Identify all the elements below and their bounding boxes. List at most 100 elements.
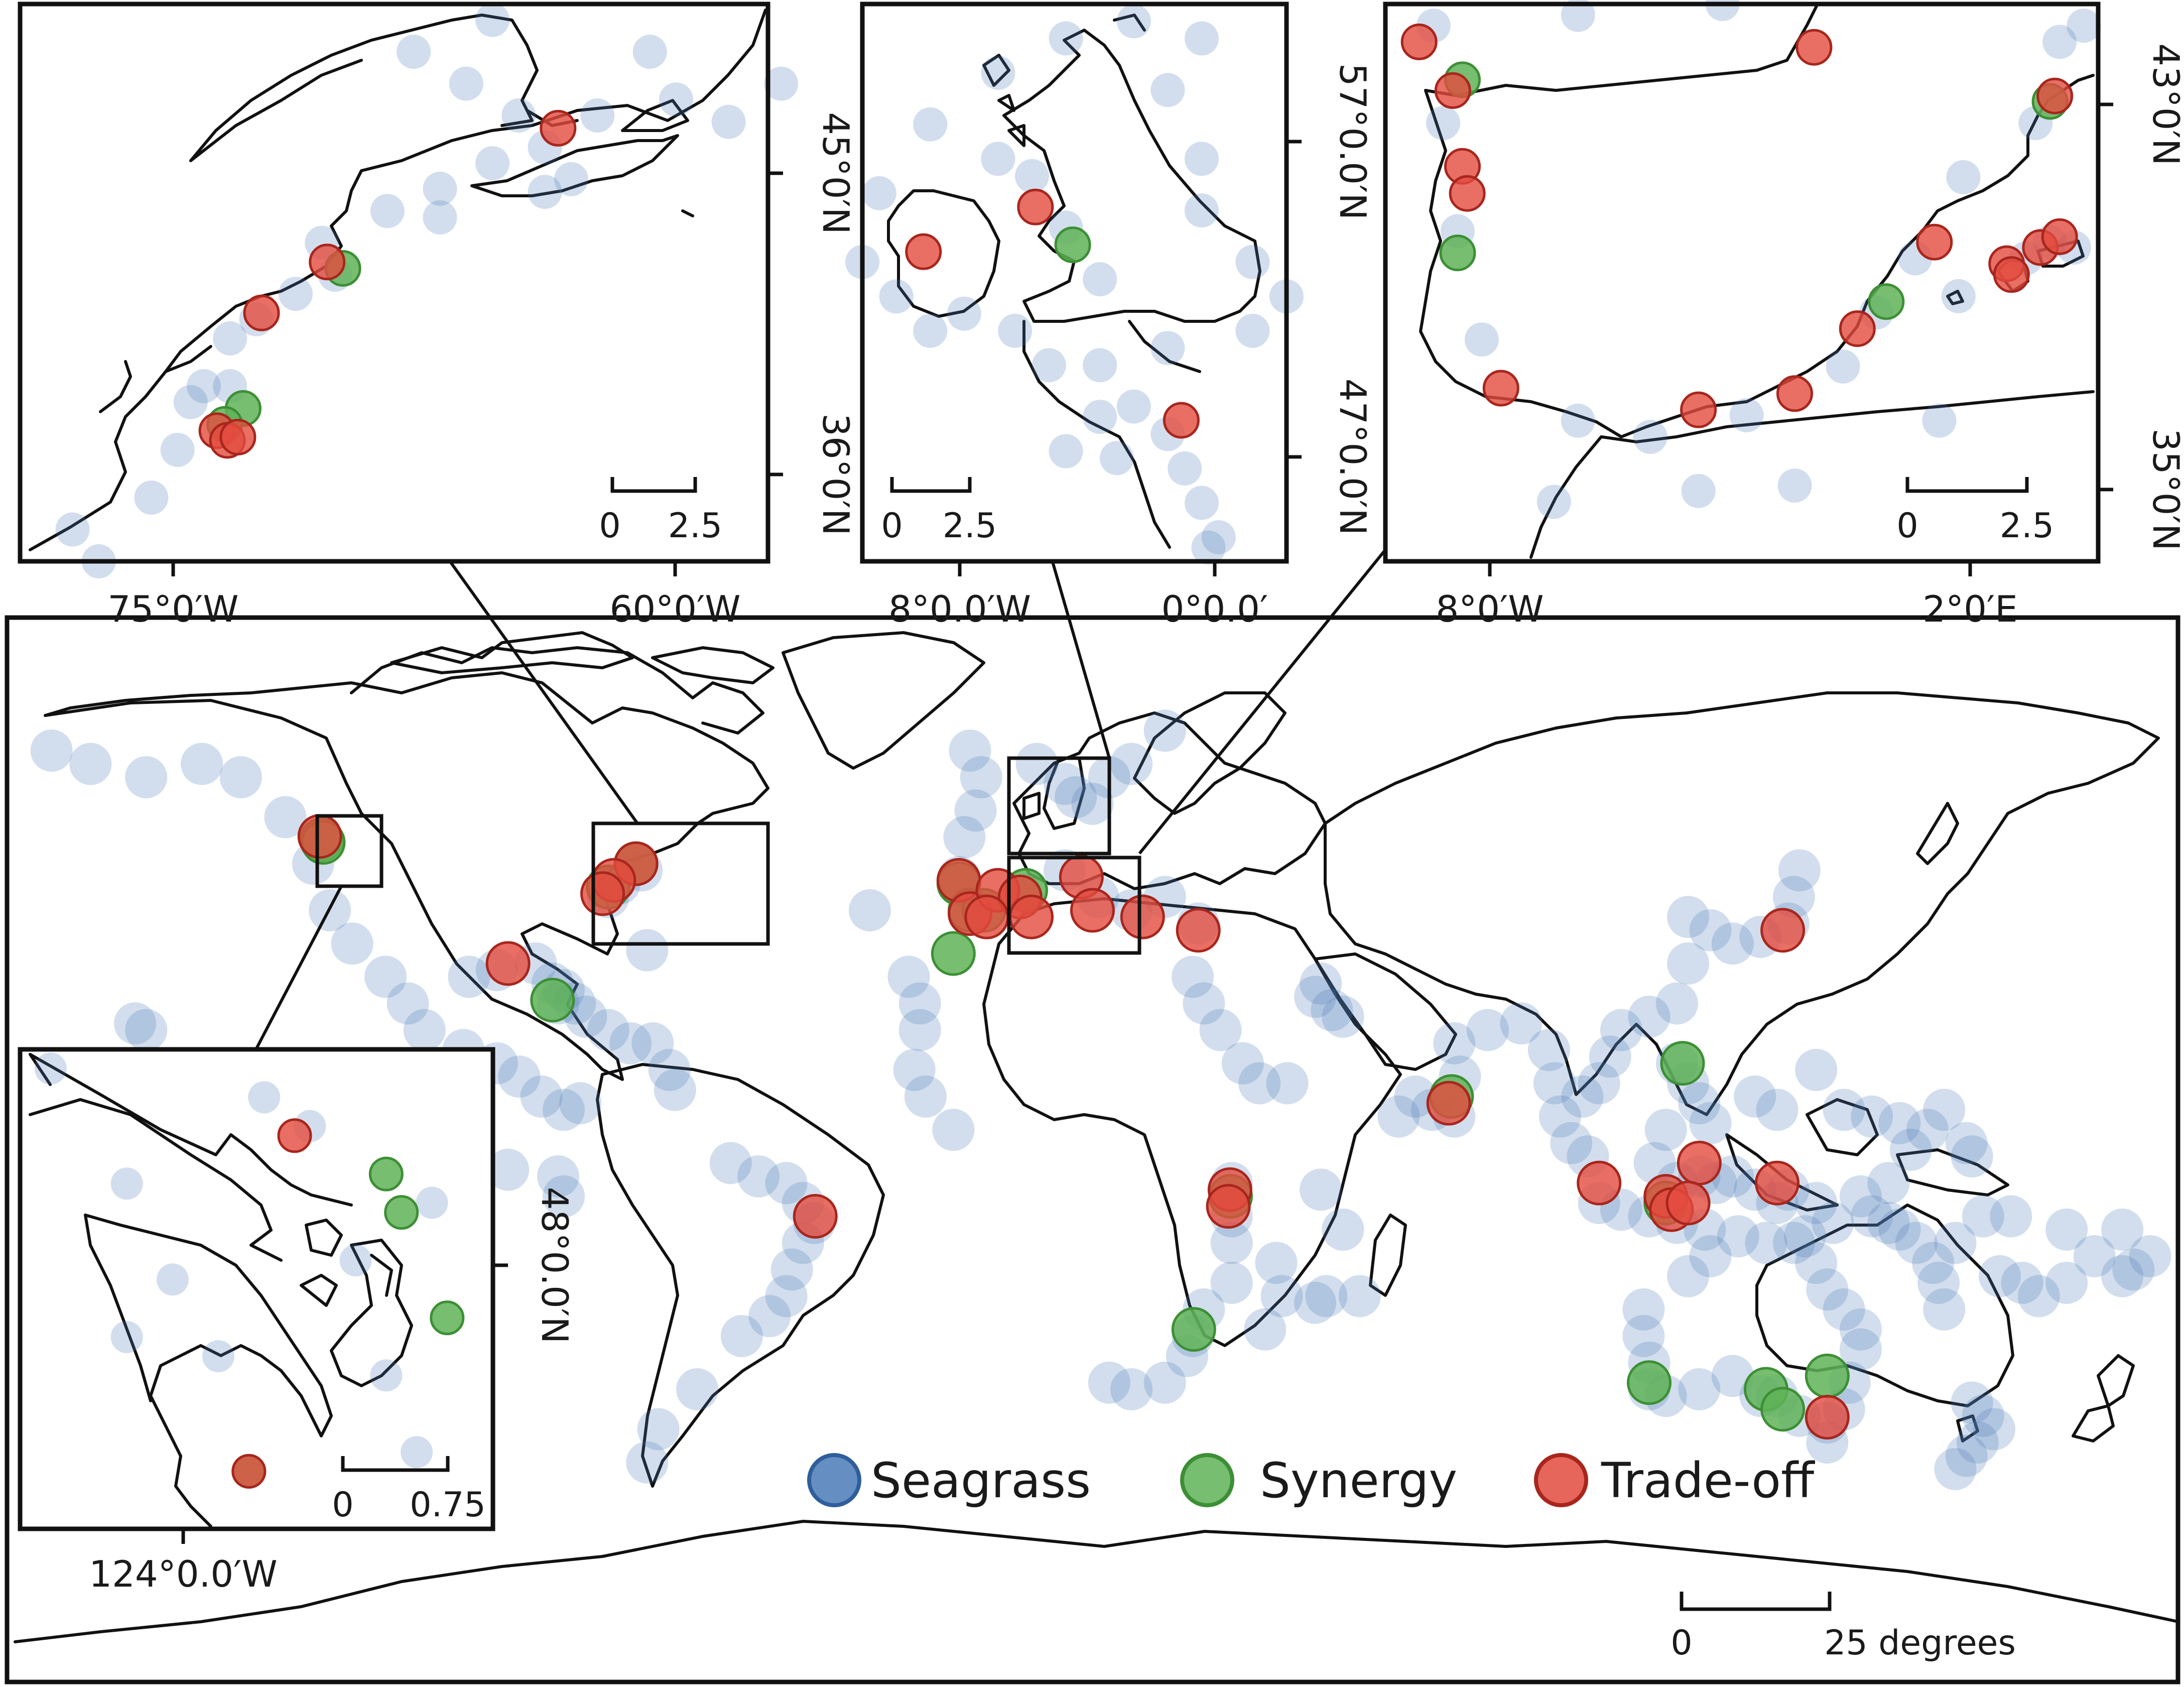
- inset-ne-us-seagrass-point-2: [134, 480, 169, 515]
- main-tradeoff-point-13: [1120, 894, 1165, 939]
- main-seagrass-point-98: [1260, 1275, 1303, 1317]
- inset-iberia-tradeoff-point-12: [2041, 218, 2078, 255]
- inset-ne-us-seagrass-point-4: [173, 385, 208, 419]
- main-seagrass-point-152: [1734, 1075, 1776, 1118]
- main-seagrass-point-82: [1266, 1062, 1309, 1105]
- main-synergy-point-5: [931, 931, 976, 976]
- inset-uk-seagrass-point-31: [1100, 441, 1134, 475]
- main-seagrass-point-15: [520, 1075, 563, 1118]
- inset-uk-seagrass-point-15: [1032, 348, 1066, 383]
- main-seagrass-point-162: [1889, 1129, 1932, 1171]
- main-seagrass-point-1: [69, 743, 112, 785]
- main-seagrass-point-52: [487, 1148, 530, 1191]
- inset-iberia-seagrass-point-17: [1536, 485, 1571, 519]
- main-seagrass-point-30: [631, 1022, 674, 1064]
- inset-iberia-tradeoff-point-8: [1916, 223, 1953, 261]
- main-seagrass-point-154: [1795, 1049, 1838, 1091]
- inset-uk-seagrass-point-10: [1235, 245, 1270, 279]
- legend-item-tradeoff: Trade-off: [1534, 1453, 1815, 1509]
- main-seagrass-point-150: [1795, 1182, 1838, 1224]
- inset-uk-seagrass-point-23: [1168, 451, 1202, 486]
- inset-bc-scale-bar: 0 0.75: [332, 1456, 486, 1525]
- main-seagrass-point-163: [1867, 1162, 1910, 1204]
- inset-uk-xtick-1: 8°0.0′W: [888, 588, 1031, 630]
- inset-iberia-seagrass-point-0: [1426, 106, 1461, 141]
- main-tradeoff-point-18: [1426, 1080, 1471, 1126]
- inset-ne-us-ytick-2: 36°0′N: [815, 413, 857, 536]
- inset-bc-scale-start: 0: [332, 1485, 353, 1525]
- inset-bc-synergy-point-0: [368, 1156, 404, 1191]
- main-seagrass-point-50: [543, 1175, 585, 1218]
- inset-ne-us-tradeoff-point-2: [243, 294, 280, 331]
- main-seagrass-point-78: [1183, 982, 1225, 1025]
- main-seagrass-point-208: [1667, 1255, 1710, 1297]
- inset-uk-tradeoff-point-0: [905, 233, 942, 270]
- legend-synergy-swatch: [1180, 1453, 1234, 1507]
- inset-uk-seagrass-point-28: [1015, 159, 1049, 193]
- main-seagrass-point-58: [904, 1075, 947, 1118]
- main-seagrass-point-103: [1322, 1209, 1364, 1251]
- inset-ne-us-seagrass-point-17: [397, 35, 431, 69]
- inset-uk-coastline: [887, 14, 1261, 549]
- main-seagrass-point-164: [1839, 1175, 1882, 1218]
- main-seagrass-point-215: [1934, 1448, 1977, 1490]
- main-tradeoff-point-20: [1677, 1141, 1722, 1185]
- main-seagrass-point-10: [387, 982, 429, 1025]
- inset-iberia-synergy-point-2: [1868, 283, 1905, 320]
- inset-uk-seagrass-point-14: [1083, 348, 1117, 383]
- inset-uk-seagrass-point-17: [947, 296, 981, 331]
- legend: Seagrass Synergy Trade-off: [807, 1453, 1815, 1509]
- main-seagrass-point-8: [331, 922, 373, 965]
- inset-ne-us-seagrass-point-19: [580, 98, 615, 133]
- main-tradeoff-point-19: [1760, 908, 1806, 953]
- inset-bc-sites: [34, 1052, 465, 1489]
- main-seagrass-point-203: [1784, 1215, 1826, 1258]
- world-map-frame: [5, 615, 2180, 1684]
- main-seagrass-point-212: [1973, 1408, 2015, 1451]
- main-seagrass-point-142: [1633, 1142, 1676, 1184]
- legend-seagrass-swatch: [807, 1453, 861, 1507]
- main-seagrass-point-165: [1851, 1195, 1893, 1238]
- locator-box-uk: [1007, 756, 1111, 856]
- main-seagrass-point-43: [770, 1248, 813, 1291]
- main-seagrass-point-49: [626, 1441, 669, 1484]
- inset-connectors: [254, 549, 1387, 1050]
- main-seagrass-point-184: [1934, 1222, 1977, 1264]
- main-seagrass-point-44: [765, 1275, 808, 1317]
- main-seagrass-point-175: [2045, 1262, 2088, 1304]
- inset-bc-seagrass-point-6: [416, 1186, 448, 1219]
- inset-uk-seagrass-point-12: [1235, 313, 1270, 348]
- locator-boxes: [315, 756, 1141, 955]
- main-seagrass-point-90: [1210, 1262, 1253, 1304]
- inset-iberia-tradeoff-point-6: [1776, 375, 1813, 412]
- main-seagrass-point-71: [1143, 709, 1186, 752]
- main-seagrass-point-204: [1772, 1222, 1815, 1264]
- inset-uk-seagrass-point-21: [1116, 389, 1151, 424]
- main-tradeoff-point-24: [1665, 1180, 1711, 1226]
- main-seagrass-point-174: [2017, 1275, 2060, 1317]
- inset-bc-tradeoff-point-1: [231, 1454, 267, 1489]
- main-seagrass-point-60: [949, 730, 991, 772]
- main-seagrass-point-16: [543, 1089, 585, 1131]
- main-seagrass-point-198: [1839, 1328, 1882, 1371]
- main-seagrass-point-53: [848, 889, 891, 931]
- inset-uk-seagrass-point-29: [981, 142, 1015, 176]
- inset-iberia-xtick-2: 2°0′E: [1922, 588, 2017, 630]
- inset-iberia-synergy-point-1: [1439, 234, 1476, 272]
- inset-uk-seagrass-point-4: [1049, 21, 1083, 56]
- main-tradeoff-point-21: [1577, 1160, 1622, 1206]
- main-tradeoff-point-4: [485, 941, 531, 986]
- inset-bc-seagrass-point-9: [370, 1359, 403, 1392]
- inset-iberia-sites: [1400, 0, 2101, 519]
- locator-box-bc: [315, 814, 383, 888]
- inset-uk-seagrass-point-20: [1083, 400, 1117, 434]
- main-seagrass-point-151: [1812, 1201, 1854, 1244]
- main-seagrass-point-39: [765, 1162, 808, 1204]
- main-seagrass-point-2: [125, 756, 168, 798]
- main-seagrass-point-123: [1561, 1075, 1604, 1118]
- main-seagrass-point-70: [1110, 743, 1153, 785]
- main-seagrass-point-130: [1667, 896, 1710, 938]
- main-seagrass-point-84: [1300, 962, 1342, 1005]
- inset-uk-seagrass-point-13: [1150, 331, 1185, 366]
- main-seagrass-point-146: [1711, 1155, 1754, 1197]
